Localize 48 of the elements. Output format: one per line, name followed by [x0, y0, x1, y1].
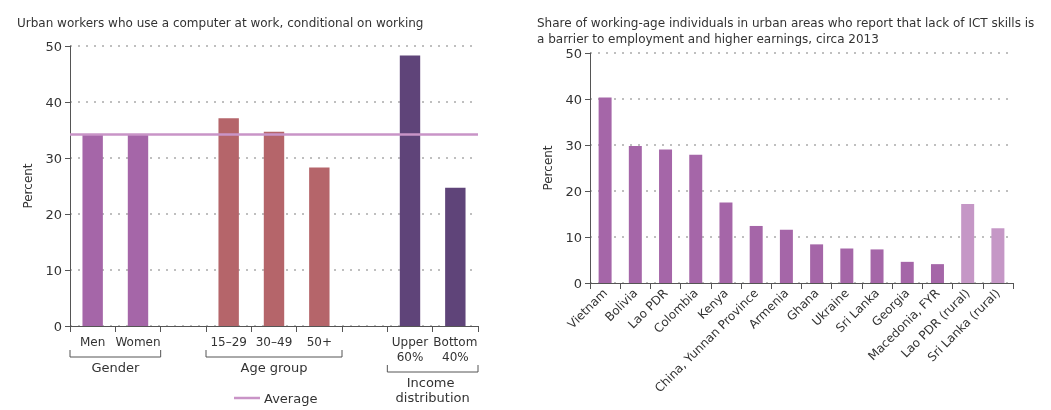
- bar: [930, 264, 944, 283]
- y-tick-label: 40: [565, 91, 582, 107]
- x-tick-label: Bottom 40%: [433, 334, 478, 364]
- y-tick-label: 0: [53, 318, 62, 334]
- bar: [445, 187, 466, 326]
- bar: [749, 225, 763, 283]
- bar: [991, 228, 1005, 283]
- bar: [598, 97, 612, 283]
- bar: [961, 203, 975, 283]
- y-tick-label: 40: [45, 94, 62, 110]
- y-axis-title: Percent: [21, 163, 35, 209]
- y-tick-label: 10: [45, 262, 62, 278]
- bar: [628, 145, 642, 283]
- bar: [779, 229, 793, 283]
- chart-title: Urban workers who use a computer at work, conditional on working: [17, 16, 424, 30]
- y-tick-label: 0: [573, 275, 582, 291]
- bar: [309, 167, 330, 326]
- x-tick-label: Upper 60%: [391, 334, 429, 364]
- bar: [218, 118, 239, 326]
- x-tick-label: Men: [79, 334, 106, 349]
- chart-title: Share of working-age individuals in urban areas who report that lack of ICT skills is a barrier to employment and higher earnings, circa 2013: [537, 16, 1035, 46]
- y-axis-title: Percent: [541, 145, 555, 191]
- bar: [719, 202, 733, 283]
- bar: [689, 154, 703, 283]
- y-tick-label: 20: [565, 183, 582, 199]
- text: Gender: [91, 360, 140, 375]
- bar: [900, 261, 914, 283]
- x-tick-label: Women: [115, 334, 161, 349]
- bar: [399, 55, 421, 326]
- bar: [82, 134, 103, 326]
- x-tick-label: 15–29: [210, 334, 247, 349]
- y-tick-label: 30: [565, 137, 582, 153]
- legend-label: Average: [264, 390, 318, 406]
- x-tick-label: 30–49: [255, 334, 293, 349]
- y-tick-label: 30: [45, 150, 62, 166]
- text: Age group: [240, 360, 308, 375]
- x-tick-label: 50+: [306, 334, 332, 349]
- bar: [263, 131, 285, 326]
- y-tick-label: 20: [45, 206, 62, 222]
- y-tick-label: 50: [565, 45, 582, 61]
- y-tick-label: 10: [565, 229, 582, 245]
- bar: [127, 134, 149, 326]
- bar: [840, 248, 854, 283]
- y-tick-label: 50: [45, 38, 62, 54]
- bar: [810, 244, 824, 283]
- bar: [870, 249, 884, 283]
- text: Income distribution: [395, 375, 470, 405]
- bar: [659, 149, 673, 283]
